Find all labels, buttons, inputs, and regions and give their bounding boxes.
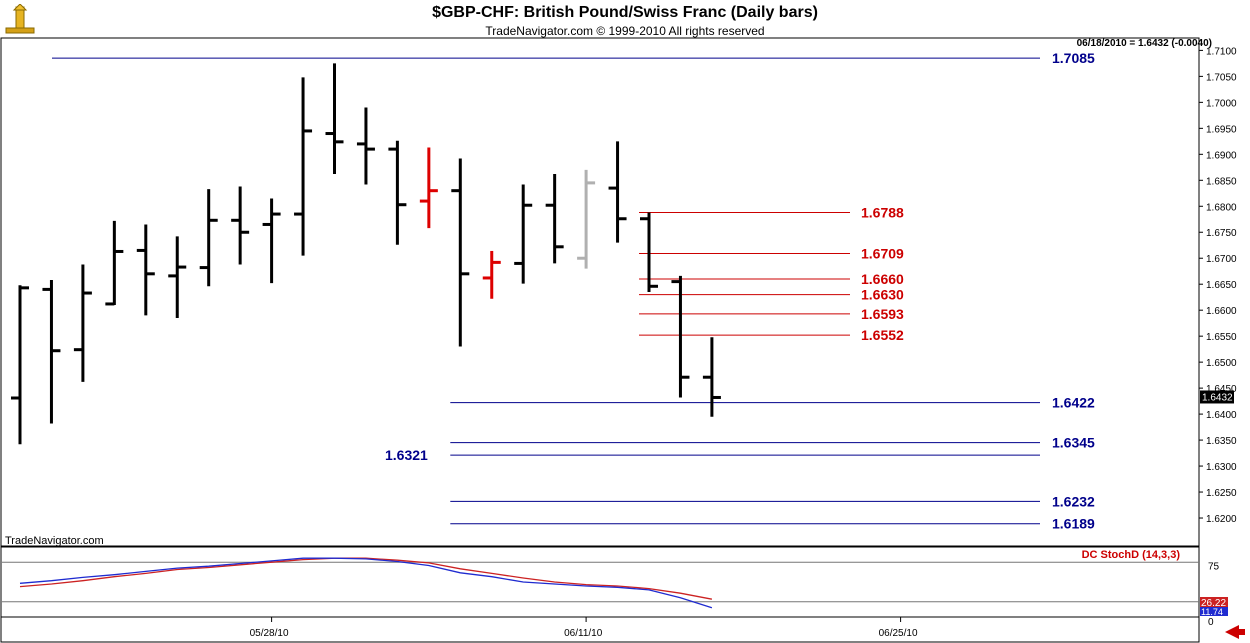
y-tick-label: 1.6250 <box>1206 488 1237 499</box>
y-tick-label: 1.6200 <box>1206 514 1237 525</box>
y-tick-label: 1.6950 <box>1206 124 1237 135</box>
ohlc-bar <box>577 169 596 269</box>
scroll-left-icon[interactable] <box>1225 625 1245 639</box>
trade-navigator-logo-icon <box>5 4 35 34</box>
stoch-k-value: 11.74 <box>1201 607 1223 617</box>
stoch-zero-label: 0 <box>1208 617 1214 628</box>
ohlc-bar <box>73 264 92 382</box>
ohlc-bar <box>671 275 690 398</box>
ohlc-bars <box>11 63 721 445</box>
y-tick-label: 1.7100 <box>1206 46 1237 57</box>
ohlc-bar <box>514 184 533 284</box>
x-tick-label: 06/25/10 <box>879 628 918 639</box>
ohlc-bar <box>419 147 438 229</box>
current-price-marker <box>1200 390 1234 404</box>
level-label: 1.6630 <box>861 287 904 303</box>
y-tick-label: 1.7050 <box>1206 72 1237 83</box>
ohlc-bar <box>294 77 313 256</box>
y-tick-label: 1.6400 <box>1206 410 1237 421</box>
y-tick-label: 1.6600 <box>1206 306 1237 317</box>
ohlc-bar <box>356 107 375 185</box>
ohlc-bar <box>451 158 470 347</box>
ohlc-bar <box>105 220 124 306</box>
stoch-tick-label: 75 <box>1208 562 1220 573</box>
y-tick-label: 1.6450 <box>1206 384 1237 395</box>
x-tick-label: 05/28/10 <box>250 628 289 639</box>
level-label: 1.6345 <box>1052 435 1095 451</box>
level-label: 1.6552 <box>861 327 904 343</box>
indicator-label: DC StochD (14,3,3) <box>1081 549 1180 561</box>
ohlc-bar <box>640 212 658 292</box>
y-tick-label: 1.6300 <box>1206 462 1237 473</box>
level-label: 1.6321 <box>385 447 428 463</box>
ohlc-bar <box>42 280 61 424</box>
x-tick-label: 06/11/10 <box>564 628 603 639</box>
ohlc-bar <box>388 140 407 245</box>
y-tick-label: 1.6900 <box>1206 150 1237 161</box>
y-tick-label: 1.6650 <box>1206 280 1237 291</box>
stoch-d-line <box>19 557 713 600</box>
ohlc-bar <box>231 186 250 265</box>
stoch-k-line <box>19 557 713 609</box>
stoch-d-value: 26.22 <box>1201 598 1226 609</box>
y-tick-label: 1.6800 <box>1206 202 1237 213</box>
ohlc-bar <box>325 63 344 175</box>
level-label: 1.6232 <box>1052 493 1095 509</box>
level-label: 1.6788 <box>861 205 904 221</box>
y-tick-label: 1.6500 <box>1206 358 1237 369</box>
level-label: 1.7085 <box>1052 50 1095 66</box>
y-tick-label: 1.6750 <box>1206 228 1237 239</box>
date-axis-strip <box>0 616 1200 643</box>
y-tick-label: 1.6850 <box>1206 176 1237 187</box>
ohlc-bar <box>608 141 627 243</box>
current-price-label: 1.6432 <box>1202 392 1233 403</box>
level-label: 1.6189 <box>1052 516 1095 532</box>
price-axis: 1.7100 1.7050 1.7000 1.6950 1.6900 1.6850 1.68… <box>1199 46 1237 525</box>
ohlc-bar <box>482 250 501 299</box>
level-label: 1.6422 <box>1052 395 1095 411</box>
level-label: 1.6709 <box>861 246 904 262</box>
ohlc-bar <box>136 224 155 316</box>
chart-title: $GBP-CHF: British Pound/Swiss Franc (Dai… <box>432 4 818 21</box>
y-tick-label: 1.6350 <box>1206 436 1237 447</box>
last-quote-readout: 06/18/2010 = 1.6432 (-0.0040) <box>1076 38 1212 49</box>
stoch-d-marker <box>1200 597 1228 608</box>
ohlc-bar <box>545 174 564 264</box>
price-panel-frame <box>0 37 1200 547</box>
level-label: 1.6660 <box>861 271 904 287</box>
watermark: TradeNavigator.com <box>5 535 104 547</box>
ohlc-bar <box>702 337 721 417</box>
y-tick-label: 1.6700 <box>1206 254 1237 265</box>
date-axis: 05/28/10 06/11/10 06/25/10 <box>250 617 918 639</box>
ohlc-bar <box>262 198 281 284</box>
ohlc-bar <box>168 236 187 318</box>
chart-subtitle: TradeNavigator.com © 1999-2010 All right… <box>485 24 765 38</box>
ohlc-bar <box>199 189 218 287</box>
y-tick-label: 1.6550 <box>1206 332 1237 343</box>
level-label: 1.6593 <box>861 306 904 322</box>
y-tick-label: 1.7000 <box>1206 98 1237 109</box>
ohlc-bar <box>11 285 29 445</box>
stoch-k-marker <box>1200 607 1228 616</box>
